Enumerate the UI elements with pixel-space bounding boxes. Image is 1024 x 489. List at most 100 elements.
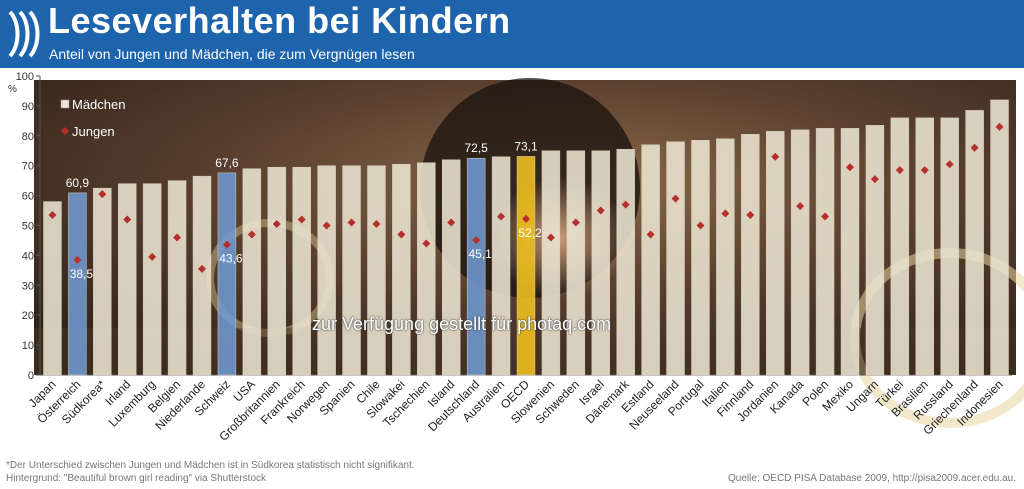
marker-boys-Norwegen [322,221,331,230]
bar-girls-Israel [591,150,610,376]
marker-boys-Polen [821,212,830,221]
bar-girls-Irland [118,183,137,376]
marker-boys-Griechenland [970,143,979,152]
marker-boys-Brasilien [920,166,929,175]
bar-girls-Brasilien [915,117,934,376]
bar-girls-Island [442,159,461,376]
bar-girls-Polen [815,128,835,376]
marker-boys-Neuseeland [671,194,680,203]
marker-boys-Jordanien [771,152,780,161]
bar-girls-Estland [641,144,660,376]
bar-girls-Tschechien [417,162,436,376]
marker-boys-Niederlande [198,264,206,273]
bar-girls-Dänemark [616,149,635,376]
bar-girls-Neuseeland [666,141,685,376]
marker-boys-Luxemburg [148,252,157,261]
y-tick-label: 90 [22,101,34,113]
bar-chart: 0 10 20 30 40 50 60 70 80 90 100% 60,9 38,5 67,6 43,6… [8,71,1024,444]
marker-boys-OECD [522,214,530,223]
bar-girls-Niederlande [192,175,212,376]
y-tick-label: 40 [22,250,34,262]
header-banner: Leseverhalten bei Kindern Anteil von Jun… [0,0,1024,68]
bar-girls-Kanada [790,129,810,376]
marker-boys-Slowenien [546,233,555,242]
girls-bars [43,99,1009,376]
data-label-girls: 67,6 [215,156,239,170]
bar-girls-Chile [367,165,386,376]
footnote: *Der Unterschied zwischen Jungen und Mäd… [6,460,415,471]
marker-boys-Großbritannien [272,220,281,229]
bar-girls-Ungarn [865,125,885,376]
marker-boys-Japan [48,211,57,220]
y-tick-label: 70 [22,161,34,173]
marker-boys-Kanada [796,202,805,211]
bar-girls-Italien [716,138,735,376]
bar-girls-Deutschland [466,157,486,376]
oecd-logo-icon [8,10,40,58]
y-tick-label: 10 [22,340,34,352]
legend: Mädchen Jungen [60,97,125,139]
y-unit-label: % [8,84,17,95]
legend-girls-label: Mädchen [72,97,125,112]
bar-girls-Luxemburg [142,183,162,376]
data-label-girls: 73,1 [514,139,538,153]
data-label-boys: 38,5 [70,267,94,281]
bar-girls-Jordanien [766,131,785,376]
data-label-girls: 72,5 [464,141,488,155]
bar-girls-Russland [940,117,959,376]
bar-girls-Schweiz [217,172,237,376]
source-note: Quelle: OECD PISA Database 2009, http://… [728,473,1016,484]
y-tick-label: 20 [22,310,34,322]
marker-boys-Finnland [746,211,755,220]
marker-boys-Australien [497,212,506,221]
page-title: Leseverhalten bei Kindern [48,0,511,41]
legend-girls-swatch [60,99,70,109]
bar-girls-Norwegen [317,165,336,376]
marker-boys-Dänemark [621,200,630,209]
marker-boys-Belgien [173,233,182,242]
bar-girls-Indonesien [990,99,1009,376]
boys-markers [48,122,1004,273]
bar-girls-Südkorea* [93,187,112,376]
background-credit: Hintergrund: "Beautiful brown girl readi… [6,473,267,484]
bar-girls-Japan [43,201,62,376]
data-label-boys: 52,2 [518,226,542,240]
marker-boys-Italien [721,209,730,218]
marker-boys-Ungarn [870,175,879,184]
marker-boys-Frankreich [297,215,306,224]
bar-girls-Spanien [342,165,361,376]
marker-boys-Türkei [895,166,904,175]
marker-boys-Tschechien [422,239,431,248]
marker-boys-Chile [372,220,381,229]
marker-boys-Schweiz [222,240,231,249]
y-tick-label: 30 [22,280,34,292]
bar-girls-Portugal [691,140,710,376]
legend-boys-marker [61,127,69,135]
watermark: zur Verfügung gestellt für photaq.com [312,314,612,334]
bar-girls-Frankreich [292,166,311,376]
data-label-boys: 45,1 [468,247,492,261]
y-tick-label: 60 [22,191,34,203]
bar-girls-Belgien [167,180,187,376]
marker-boys-Island [447,218,456,227]
marker-boys-Schweden [571,218,580,227]
y-tick-label: 80 [22,131,34,143]
bar-girls-Slowenien [541,150,561,376]
marker-boys-Russland [945,160,954,169]
data-label-boys: 43,6 [219,252,243,266]
y-tick-label: 0 [28,370,34,382]
bar-girls-Australien [491,156,511,376]
marker-boys-Irland [123,215,132,224]
bar-girls-Griechenland [965,110,984,376]
bar-girls-Finnland [741,134,760,376]
y-tick-label: 100 [16,71,34,83]
marker-boys-Spanien [347,218,356,227]
marker-boys-Deutschland [472,236,481,245]
bar-girls-USA [242,168,262,376]
marker-boys-Slowakei [397,230,406,239]
bar-girls-Schweden [566,150,586,376]
marker-boys-Indonesien [995,122,1004,131]
marker-boys-Estland [646,230,655,239]
bar-girls-Türkei [890,117,910,376]
bar-girls-Mexiko [840,128,860,376]
